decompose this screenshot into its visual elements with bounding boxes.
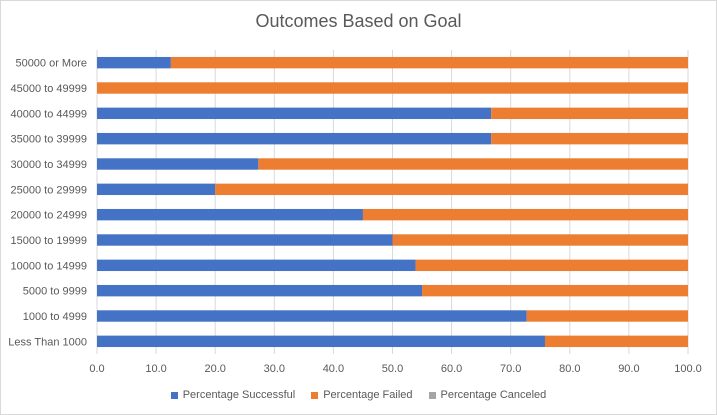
bar-successful <box>97 284 423 297</box>
legend-item: Percentage Failed <box>311 389 413 401</box>
y-category-label: 45000 to 49999 <box>11 83 87 95</box>
y-category-label: 1000 to 4999 <box>23 311 87 323</box>
legend-item: Percentage Canceled <box>428 389 547 401</box>
bar-failed <box>422 284 688 297</box>
x-tick-label: 50.0 <box>382 363 403 375</box>
bar-failed <box>544 335 688 348</box>
bar-failed <box>491 132 688 145</box>
legend-item: Percentage Successful <box>170 389 296 401</box>
bar-successful <box>97 335 545 348</box>
y-category-label: 50000 or More <box>15 58 87 70</box>
bar-successful <box>97 56 171 69</box>
legend-swatch-icon <box>170 391 178 399</box>
bar-failed <box>97 82 688 94</box>
bar-failed <box>392 234 688 246</box>
bar-successful <box>97 234 393 246</box>
y-category-label: 40000 to 44999 <box>11 108 87 120</box>
x-tick-label: 40.0 <box>323 363 344 375</box>
x-tick-label: 20.0 <box>204 363 225 375</box>
legend-label: Percentage Failed <box>323 389 413 401</box>
bar-failed <box>362 208 688 221</box>
bar-successful <box>97 158 259 170</box>
bar-failed <box>526 310 688 322</box>
bar-failed <box>415 259 688 272</box>
bar-successful <box>97 183 216 196</box>
bar-failed <box>215 183 688 196</box>
y-category-label: 5000 to 9999 <box>23 286 87 298</box>
bar-successful <box>97 259 416 272</box>
y-category-label: 35000 to 39999 <box>11 134 87 146</box>
legend-swatch-icon <box>428 391 436 399</box>
y-category-label: 20000 to 24999 <box>11 210 87 222</box>
bar-failed <box>170 56 688 69</box>
x-tick-label: 30.0 <box>264 363 285 375</box>
chart-legend: Percentage Successful Percentage Failed Pe… <box>1 389 716 401</box>
y-category-label: 25000 to 29999 <box>11 184 87 196</box>
bar-successful <box>97 107 492 120</box>
legend-swatch-icon <box>311 391 319 399</box>
x-tick-label: 10.0 <box>145 363 166 375</box>
x-tick-label: 80.0 <box>559 363 580 375</box>
y-category-label: Less Than 1000 <box>8 336 87 348</box>
x-tick-label: 90.0 <box>618 363 639 375</box>
legend-label: Percentage Successful <box>182 389 296 401</box>
bar-failed <box>491 107 688 120</box>
x-tick-label: 60.0 <box>441 363 462 375</box>
x-tick-label: 0.0 <box>89 363 104 375</box>
y-category-label: 30000 to 34999 <box>11 159 87 171</box>
bar-successful <box>97 132 492 145</box>
bar-failed <box>258 158 688 170</box>
chart-title: Outcomes Based on Goal <box>255 11 462 31</box>
x-tick-label: 100.0 <box>674 363 702 375</box>
y-category-label: 10000 to 14999 <box>11 260 87 272</box>
x-tick-label: 70.0 <box>500 363 521 375</box>
y-category-label: 15000 to 19999 <box>11 235 87 247</box>
legend-label: Percentage Canceled <box>440 389 547 401</box>
bar-successful <box>97 310 527 322</box>
bar-successful <box>97 208 363 221</box>
